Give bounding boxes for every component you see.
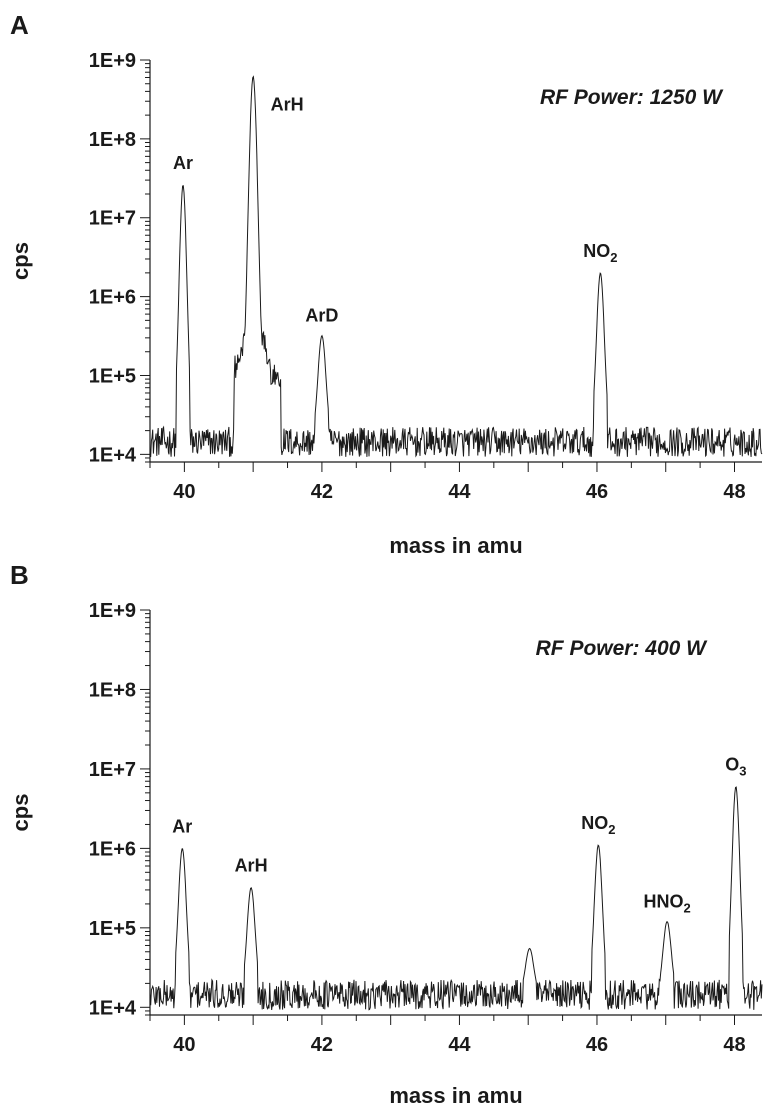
chart-panel-a: A 1E+4 1E+5 1E+6 1E+7 1E+8 1E+9 40 42 44 46 48 mass … (8, 10, 763, 558)
rf-power-annotation: RF Power: 400 W (536, 637, 709, 660)
peak-label: ArH (271, 94, 304, 114)
rf-power-annotation: RF Power: 1250 W (540, 86, 724, 109)
chart-panel-b: B 1E+4 1E+5 1E+6 1E+7 1E+8 1E+9 40 42 44 46 48 mass … (8, 560, 763, 1106)
y-tick-label: 1E+7 (89, 759, 136, 781)
peak-label: NO2 (583, 241, 617, 265)
x-tick-label: 46 (586, 1034, 608, 1056)
panel-letter: B (10, 560, 29, 590)
y-tick-label: 1E+7 (89, 208, 136, 230)
x-tick-label: 42 (311, 1034, 333, 1056)
x-tick-label: 46 (586, 481, 608, 503)
y-axis-title: cps (8, 242, 33, 280)
y-tick-label: 1E+5 (89, 918, 136, 940)
x-tick-label: 42 (311, 481, 333, 503)
y-tick-label: 1E+5 (89, 365, 136, 387)
x-tick-label: 48 (723, 481, 745, 503)
y-tick-label: 1E+9 (89, 600, 136, 622)
x-tick-label: 44 (448, 481, 471, 503)
x-tick-label: 44 (448, 1034, 471, 1056)
y-tick-label: 1E+9 (89, 50, 136, 72)
y-tick-label: 1E+4 (89, 444, 137, 466)
panel-letter: A (10, 10, 29, 40)
peak-label: ArH (235, 856, 268, 876)
x-axis-title: mass in amu (389, 1083, 522, 1106)
peak-label: HNO2 (643, 892, 690, 916)
spectrum-trace (149, 786, 763, 1011)
spectrum-trace (149, 75, 763, 458)
x-tick-label: 40 (173, 481, 195, 503)
y-tick-label: 1E+4 (89, 997, 137, 1019)
peak-label: O3 (725, 755, 746, 779)
peak-label: Ar (173, 153, 193, 173)
y-tick-label: 1E+6 (89, 287, 136, 309)
y-tick-label: 1E+8 (89, 679, 136, 701)
peak-label: ArD (305, 306, 338, 326)
y-axis-title: cps (8, 794, 33, 832)
x-tick-label: 48 (723, 1034, 745, 1056)
peak-label: Ar (172, 816, 192, 836)
x-axis-title: mass in amu (389, 533, 522, 558)
y-tick-label: 1E+8 (89, 129, 136, 151)
peak-label: NO2 (581, 813, 615, 837)
y-tick-label: 1E+6 (89, 838, 136, 860)
x-tick-label: 40 (173, 1034, 195, 1056)
